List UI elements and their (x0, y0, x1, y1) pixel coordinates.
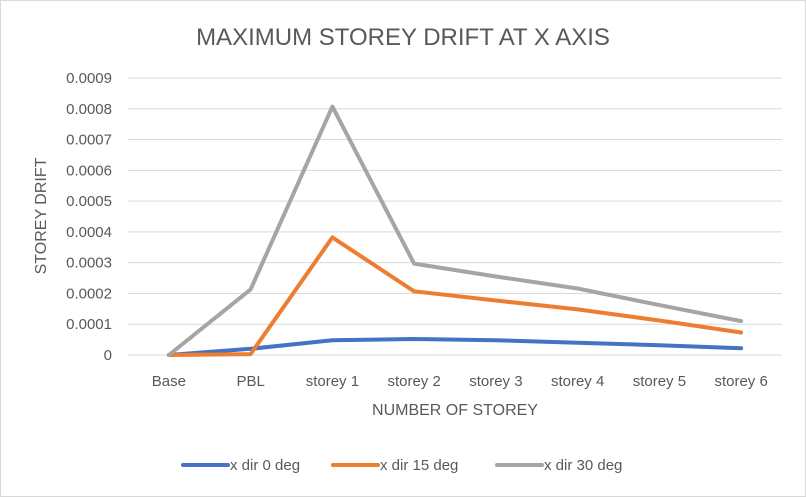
y-tick-label: 0.0007 (66, 132, 112, 149)
series-lines (166, 104, 744, 357)
legend-label: x dir 15 deg (380, 457, 458, 474)
y-tick-label: 0 (104, 347, 112, 364)
legend-item: x dir 15 deg (331, 457, 458, 474)
y-tick-labels: 0 0.0001 0.0002 0.0003 0.0004 0.0005 0.0006 0.0… (66, 70, 112, 364)
y-axis-title: STOREY DRIFT (33, 157, 50, 274)
x-tick-label: storey 2 (387, 373, 440, 390)
series-line-3 (166, 104, 744, 357)
x-tick-label: storey 1 (306, 373, 359, 390)
y-tick-label: 0.0002 (66, 285, 112, 302)
y-tick-label: 0.0008 (66, 101, 112, 118)
legend-item: x dir 0 deg (181, 457, 300, 474)
gridlines (128, 77, 782, 356)
y-tick-label: 0.0009 (66, 70, 112, 87)
y-tick-label: 0.0001 (66, 316, 112, 333)
x-tick-label: storey 3 (469, 373, 522, 390)
series-line-1 (166, 337, 744, 357)
x-tick-label: storey 5 (633, 373, 686, 390)
y-tick-label: 0.0003 (66, 255, 112, 272)
x-tick-label: storey 4 (551, 373, 604, 390)
y-tick-label: 0.0005 (66, 193, 112, 210)
series-line-2 (166, 235, 744, 357)
legend-label: x dir 30 deg (544, 457, 622, 474)
y-tick-label: 0.0004 (66, 224, 112, 241)
x-tick-label: Base (152, 373, 186, 390)
legend-item: x dir 30 deg (495, 457, 622, 474)
chart-title: MAXIMUM STOREY DRIFT AT X AXIS (196, 24, 610, 51)
x-tick-label: PBL (236, 373, 264, 390)
y-tick-label: 0.0006 (66, 162, 112, 179)
x-tick-labels: Base PBL storey 1 storey 2 storey 3 storey 4 s… (152, 373, 768, 390)
x-tick-label: storey 6 (714, 373, 767, 390)
legend: x dir 0 deg x dir 15 deg x dir 30 deg (181, 457, 622, 474)
x-axis-title: NUMBER OF STOREY (372, 402, 538, 419)
legend-label: x dir 0 deg (230, 457, 300, 474)
